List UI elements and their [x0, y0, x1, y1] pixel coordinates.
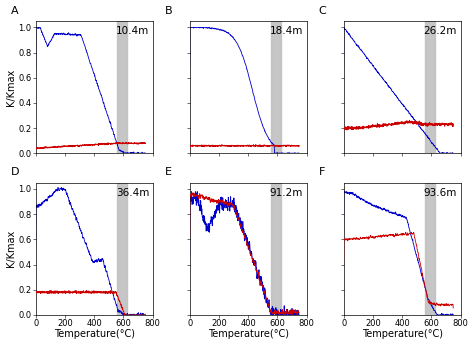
Text: B: B: [164, 6, 173, 16]
Text: D: D: [11, 167, 19, 177]
Bar: [271, 183, 281, 315]
Bar: [117, 21, 127, 153]
Bar: [425, 183, 435, 315]
Bar: [271, 21, 281, 153]
Text: 36.4m: 36.4m: [116, 188, 149, 198]
X-axis label: Temperature(°C): Temperature(°C): [208, 329, 289, 339]
Text: 18.4m: 18.4m: [270, 27, 303, 37]
X-axis label: Temperature(°C): Temperature(°C): [362, 329, 443, 339]
Text: C: C: [319, 6, 327, 16]
Text: 93.6m: 93.6m: [424, 188, 457, 198]
Text: F: F: [319, 167, 325, 177]
Text: 10.4m: 10.4m: [116, 27, 149, 37]
Text: 91.2m: 91.2m: [270, 188, 303, 198]
X-axis label: Temperature(°C): Temperature(°C): [54, 329, 135, 339]
Bar: [117, 183, 127, 315]
Y-axis label: K/Kmax: K/Kmax: [6, 230, 16, 267]
Y-axis label: K/Kmax: K/Kmax: [6, 69, 16, 106]
Text: E: E: [164, 167, 172, 177]
Bar: [425, 21, 435, 153]
Text: A: A: [11, 6, 18, 16]
Text: 26.2m: 26.2m: [424, 27, 457, 37]
